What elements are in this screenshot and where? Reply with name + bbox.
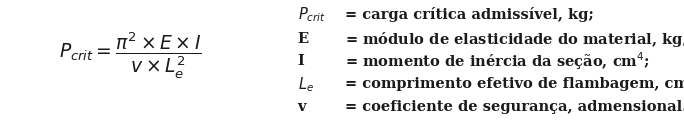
Text: $P_{crit} = \dfrac{\pi^2 \times E \times I}{v \times L_e^2}$: $P_{crit} = \dfrac{\pi^2 \times E \times… bbox=[59, 31, 201, 81]
Text: = módulo de elasticidade do material, kg/cm$^2$: = módulo de elasticidade do material, kg… bbox=[345, 28, 684, 50]
Text: = coeficiente de segurança, admensional.: = coeficiente de segurança, admensional. bbox=[345, 100, 684, 114]
Text: $P_{crit}$: $P_{crit}$ bbox=[298, 5, 326, 24]
Text: = carga crítica admissível, kg;: = carga crítica admissível, kg; bbox=[345, 7, 594, 22]
Text: I: I bbox=[298, 54, 304, 68]
Text: = comprimento efetivo de flambagem, cm; e: = comprimento efetivo de flambagem, cm; … bbox=[345, 77, 684, 91]
Text: $L_e$: $L_e$ bbox=[298, 75, 313, 94]
Text: = momento de inércia da seção, cm$^4$;: = momento de inércia da seção, cm$^4$; bbox=[345, 50, 650, 72]
Text: E: E bbox=[298, 32, 308, 46]
Text: v: v bbox=[298, 100, 306, 114]
